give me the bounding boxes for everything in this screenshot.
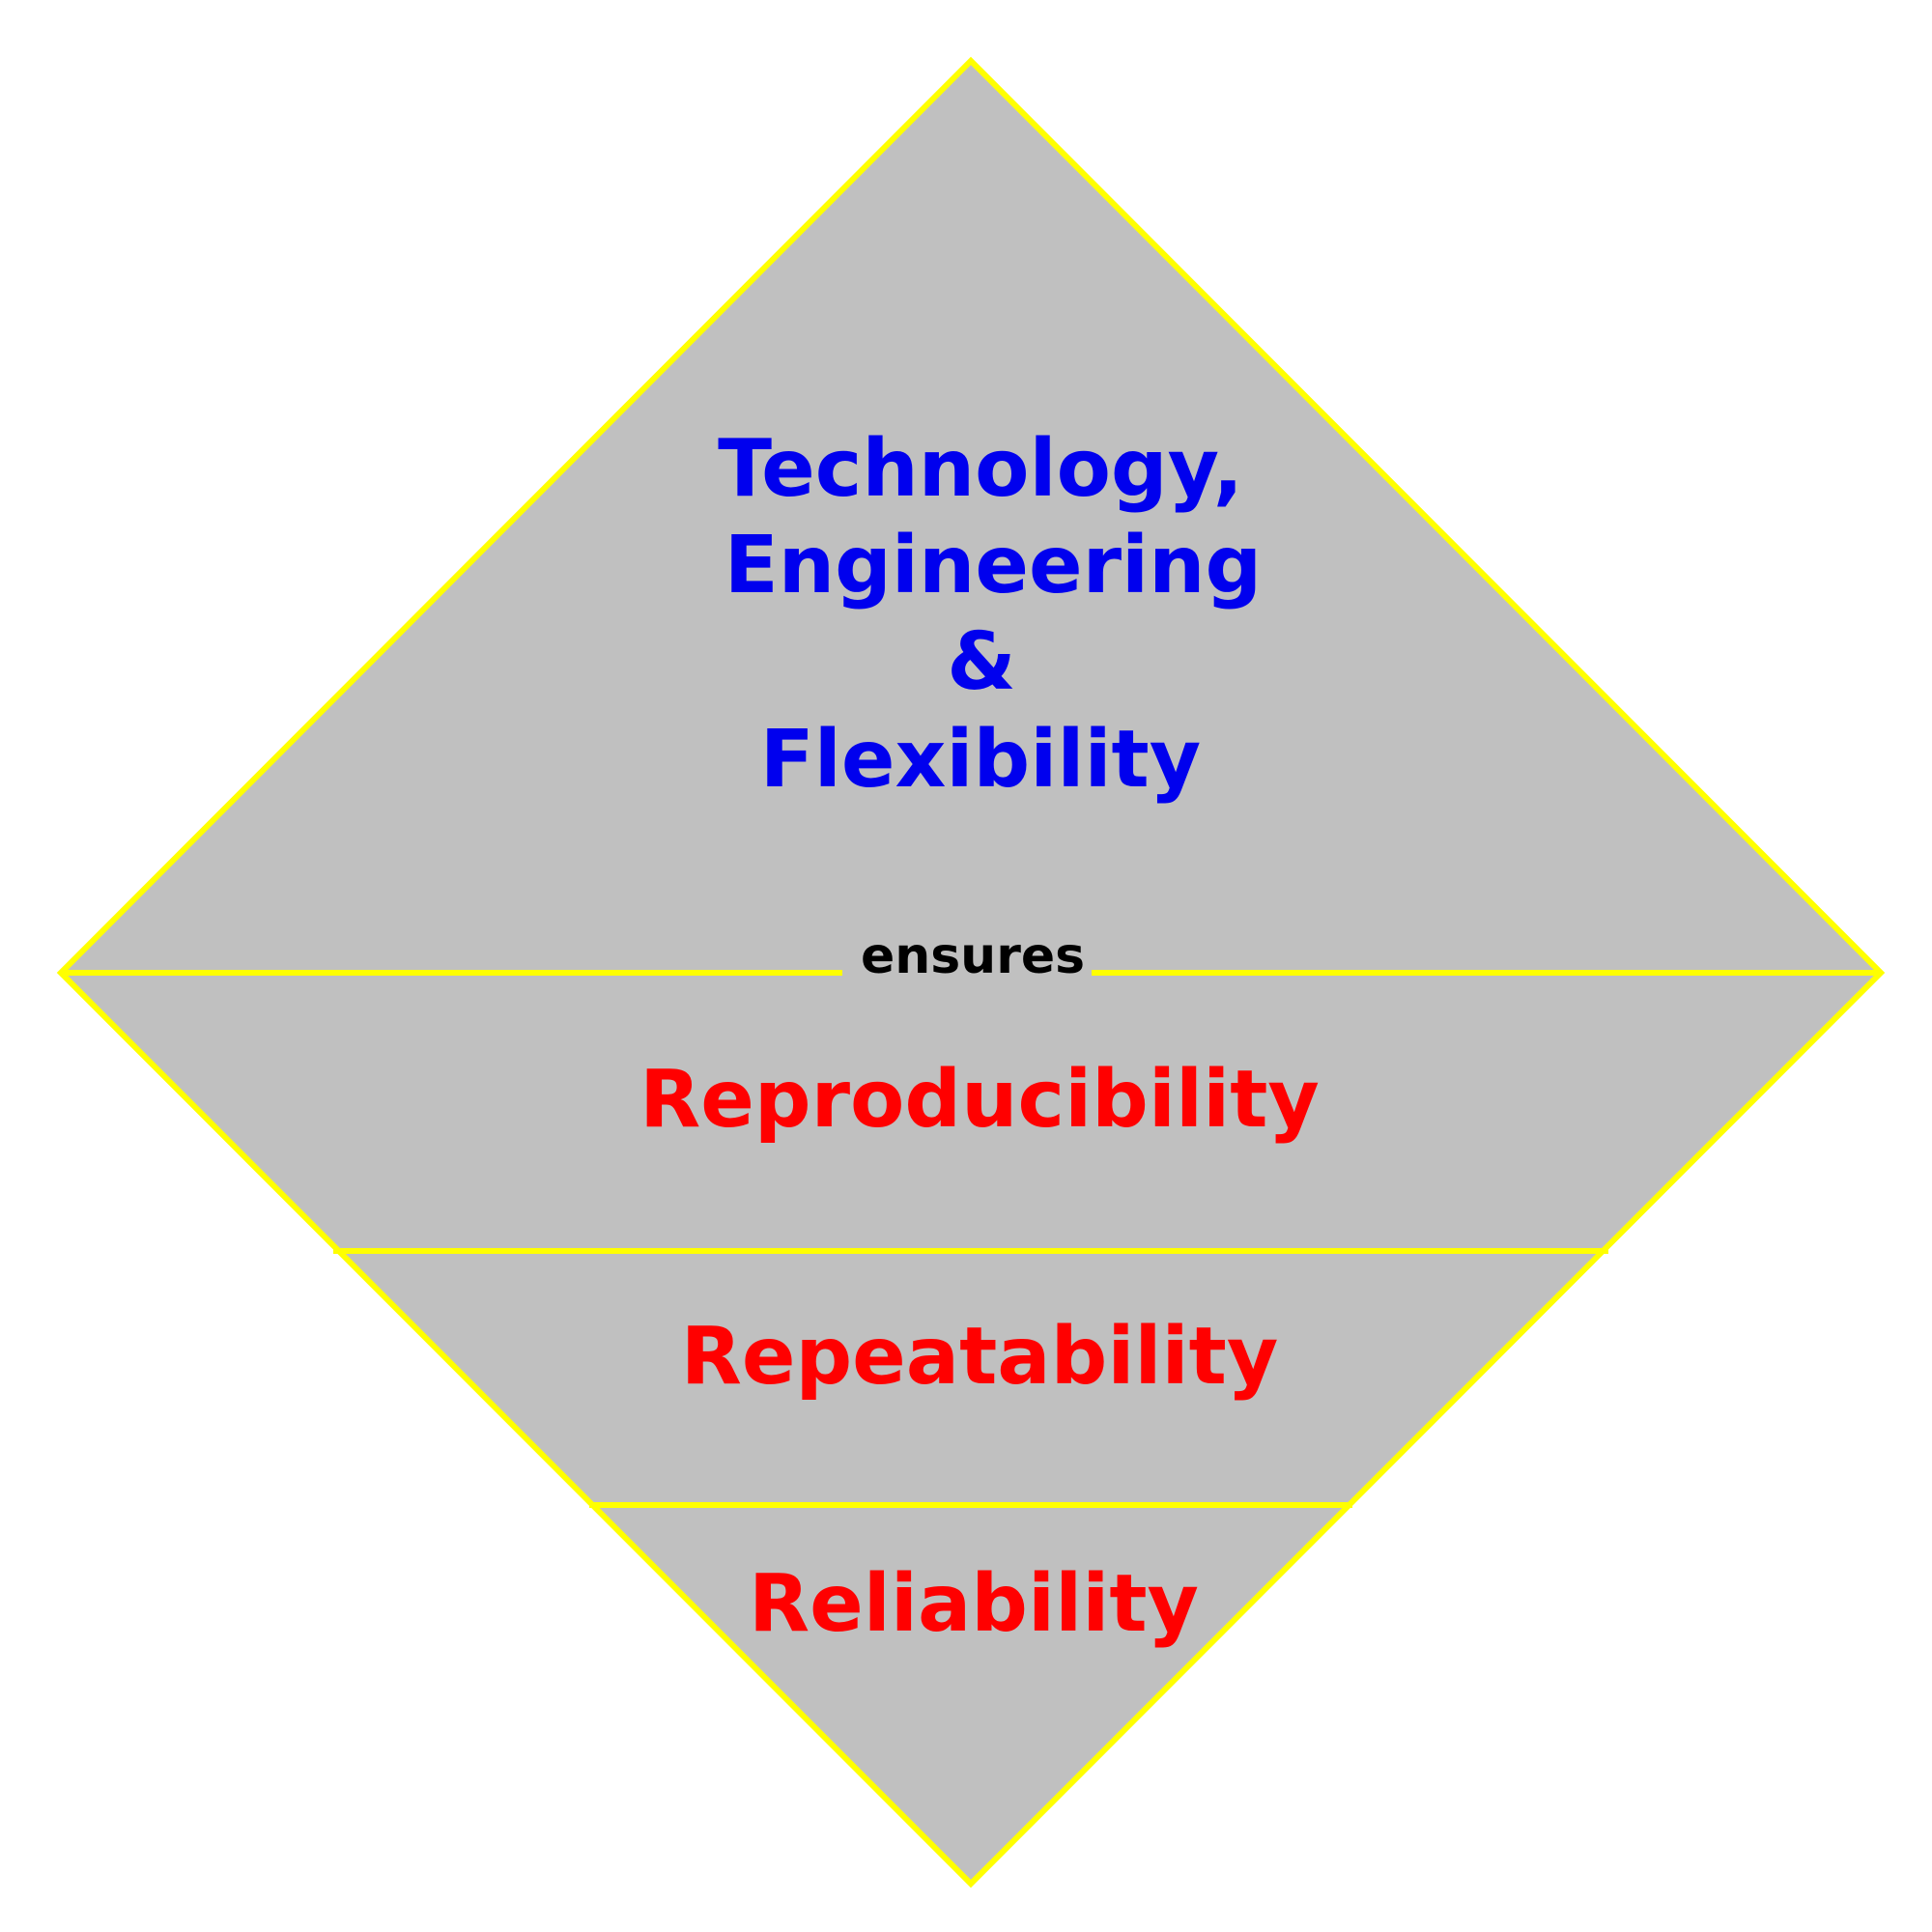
top-line-1: Technology, [718, 423, 1243, 515]
top-line-3: & [947, 616, 1016, 708]
top-line-2: Engineering [724, 520, 1262, 611]
connector-label: ensures [861, 927, 1085, 985]
diamond-shape [56, 56, 1886, 1889]
top-line-4: Flexibility [760, 714, 1201, 806]
tier-label-repeatability: Repeatability [681, 1311, 1279, 1403]
tier-label-reproducibility: Reproducibility [639, 1054, 1320, 1146]
tier-label-reliability: Reliability [749, 1558, 1199, 1650]
